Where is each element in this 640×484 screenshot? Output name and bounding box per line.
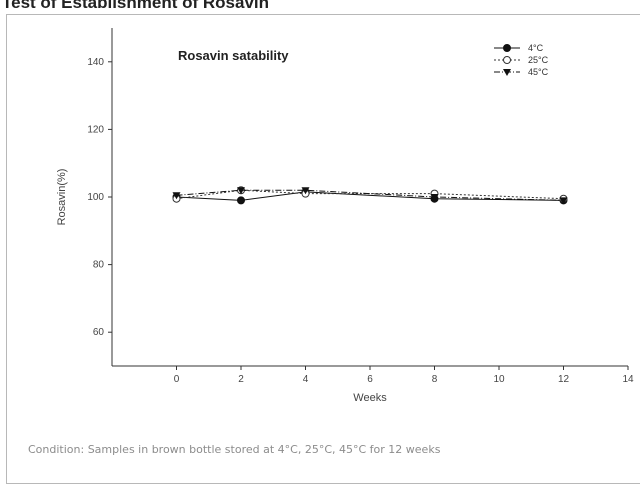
chart-ticks: 60 80 100 120 140 0 2 4 6 8 10 12 14 [87, 57, 634, 385]
x-tick-label: 4 [303, 374, 309, 385]
x-tick-label: 12 [558, 374, 570, 385]
data-point [237, 196, 245, 205]
legend-marker [503, 69, 511, 76]
chart-legend: 4°C 25°C 45°C [494, 43, 549, 77]
legend-label: 25°C [528, 55, 549, 65]
x-tick-label: 10 [493, 374, 505, 385]
y-tick-label: 60 [93, 327, 105, 338]
series-line [176, 189, 564, 200]
stability-chart: 60 80 100 120 140 0 2 4 6 8 10 12 14 Rosavin satabil… [56, 28, 634, 404]
y-tick-label: 120 [87, 124, 104, 135]
y-tick-label: 140 [87, 57, 104, 68]
chart-series [172, 186, 568, 205]
data-point [430, 194, 439, 201]
x-tick-label: 8 [432, 374, 438, 385]
series-2 [172, 187, 568, 205]
x-axis-title: Weeks [353, 392, 387, 404]
data-point [301, 187, 310, 195]
legend-label: 45°C [528, 67, 549, 77]
x-tick-label: 2 [238, 374, 244, 385]
y-axis-title: Rosavin(%) [56, 169, 68, 226]
data-point [559, 197, 568, 205]
chart-title: Rosavin satability [178, 48, 289, 63]
page-header-title: Test of Establishment of Rosavin [2, 0, 270, 12]
legend-marker [503, 44, 511, 52]
data-point [237, 187, 245, 195]
data-point [172, 192, 181, 200]
x-tick-label: 0 [174, 374, 180, 385]
y-tick-label: 80 [93, 260, 105, 271]
condition-caption: Condition: Samples in brown bottle store… [28, 443, 441, 456]
legend-marker [503, 56, 511, 64]
y-tick-label: 100 [87, 192, 104, 203]
x-tick-label: 6 [367, 374, 373, 385]
x-tick-label: 14 [622, 374, 634, 385]
legend-label: 4°C [528, 43, 544, 53]
